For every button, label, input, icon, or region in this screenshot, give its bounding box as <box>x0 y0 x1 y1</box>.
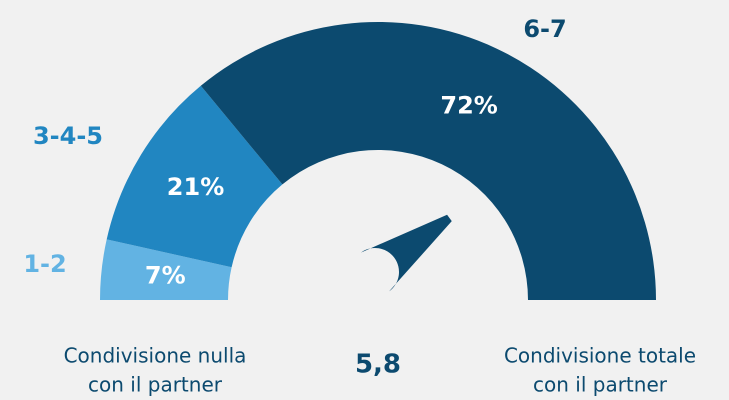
category-label: 1-2 <box>23 250 66 278</box>
category-label: 3-4-5 <box>33 122 103 150</box>
gauge-segment <box>106 85 283 268</box>
value-label: 72% <box>440 91 497 119</box>
min-label: Condivisione nulla <box>64 344 247 368</box>
max-label: con il partner <box>533 373 668 397</box>
max-label: Condivisione totale <box>504 344 696 368</box>
needle-label: 5,8 <box>355 350 401 380</box>
value-label: 7% <box>145 262 186 290</box>
gauge-segment <box>100 239 232 300</box>
value-label: 21% <box>167 173 224 201</box>
min-label: con il partner <box>88 373 223 397</box>
gauge-segment <box>200 21 656 300</box>
needle <box>360 214 452 292</box>
category-label: 6-7 <box>523 15 566 43</box>
